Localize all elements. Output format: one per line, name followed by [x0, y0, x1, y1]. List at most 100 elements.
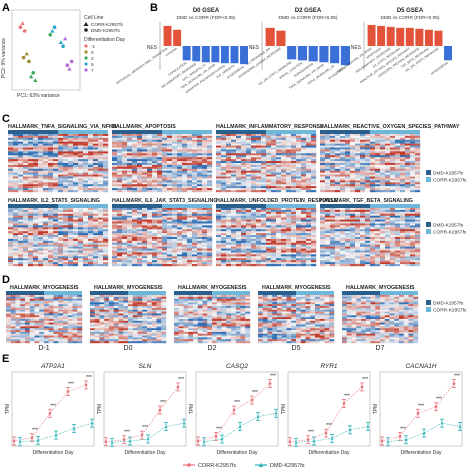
heat-cell: [345, 256, 351, 259]
heat-cell: [226, 223, 232, 226]
heat-cell: [78, 145, 84, 148]
heat-cell: [400, 145, 406, 148]
heat-cell: [350, 227, 356, 230]
heat-cell: [291, 151, 297, 154]
heat-cell: [236, 151, 242, 154]
heat-cell: [276, 134, 282, 137]
heat-cell: [256, 135, 262, 139]
heat-cell: [122, 262, 128, 265]
heat-cell: [395, 166, 401, 169]
heat-cell: [28, 256, 34, 259]
heat-cell: [375, 240, 381, 243]
heat-cell: [187, 153, 193, 156]
heat-cell: [53, 240, 59, 243]
heat-cell: [415, 258, 421, 261]
heat-cell: [281, 209, 287, 213]
gsea-ylabel: NES: [249, 45, 260, 51]
heat-cell: [187, 258, 193, 261]
heat-cell: [385, 242, 391, 245]
heat-cell: [311, 213, 317, 216]
heat-cell: [281, 213, 287, 216]
heat-cell: [18, 145, 24, 148]
heat-cell: [231, 141, 237, 144]
heat-cell: [385, 223, 391, 226]
heat-cell: [53, 250, 59, 253]
heat-cell: [296, 215, 302, 218]
heat-cell: [415, 256, 421, 259]
heat-cell: [182, 143, 188, 146]
heat-cell: [355, 244, 361, 247]
heat-cell: [345, 215, 351, 218]
heat-cell: [231, 223, 237, 226]
heat-cell: [8, 208, 14, 211]
heat-cell: [58, 250, 64, 253]
heat-cell: [38, 137, 44, 140]
heat-cell: [251, 182, 257, 185]
heat-cell: [147, 164, 153, 168]
heat-cell: [142, 219, 148, 222]
heat-cell: [380, 262, 386, 265]
heat-cell: [147, 221, 153, 224]
heat-cell: [98, 141, 104, 144]
heat-cell: [98, 159, 104, 162]
heat-cell: [246, 174, 252, 177]
heat-cell: [197, 246, 203, 249]
heat-cell: [137, 208, 143, 211]
heat-cell: [147, 254, 153, 257]
heat-cell: [390, 215, 396, 218]
heat-cell: [231, 159, 237, 162]
heat-cell: [112, 242, 118, 245]
heat-cell: [187, 235, 193, 238]
heat-cell: [162, 174, 168, 177]
heat-cell: [385, 166, 391, 169]
heat-cell: [207, 233, 213, 236]
heat-cell: [380, 139, 386, 142]
heat-cell: [43, 135, 49, 139]
heat-cell: [162, 213, 168, 216]
heat-cell: [335, 168, 341, 171]
heat-cell: [390, 240, 396, 243]
heat-cell: [276, 149, 282, 152]
heat-cell: [98, 248, 104, 251]
heat-cell: [63, 211, 69, 214]
heat-cell: [43, 229, 49, 232]
heat-cell: [157, 170, 163, 173]
heat-cell: [325, 170, 331, 173]
heat-cell: [182, 209, 188, 213]
heat-cell: [147, 250, 153, 253]
heat-cell: [325, 186, 331, 189]
heat-cell: [301, 182, 307, 185]
heat-cell: [162, 235, 168, 238]
heat-cell: [291, 235, 297, 238]
heat-cell: [73, 262, 79, 265]
heat-cell: [117, 211, 123, 214]
heat-cell: [365, 264, 371, 267]
heat-cell: [350, 217, 356, 220]
heat-cell: [375, 190, 381, 193]
heat-cell: [410, 153, 416, 156]
heat-cell: [88, 229, 94, 232]
heat-cell: [325, 176, 331, 179]
heat-cell: [152, 134, 158, 137]
heat-cell: [73, 258, 79, 261]
heat-cell: [216, 208, 222, 211]
heat-cell: [330, 258, 336, 261]
heat-cell: [8, 139, 14, 142]
heat-cell: [345, 163, 351, 166]
heat-cell: [33, 164, 39, 168]
heat-cell: [360, 143, 366, 146]
heat-cell: [162, 155, 168, 158]
heat-cell: [33, 147, 39, 150]
heat-cell: [207, 231, 213, 234]
heat-cell: [256, 155, 262, 158]
heat-cell: [192, 235, 198, 238]
heat-cell: [187, 166, 193, 169]
heat-cell: [216, 164, 222, 168]
heat-cell: [400, 208, 406, 211]
heat-cell: [335, 164, 341, 168]
heat-cell: [395, 176, 401, 179]
heat-cell: [226, 252, 232, 255]
heat-cell: [197, 223, 203, 226]
heat-cell: [360, 139, 366, 142]
heat-cell: [246, 172, 252, 175]
